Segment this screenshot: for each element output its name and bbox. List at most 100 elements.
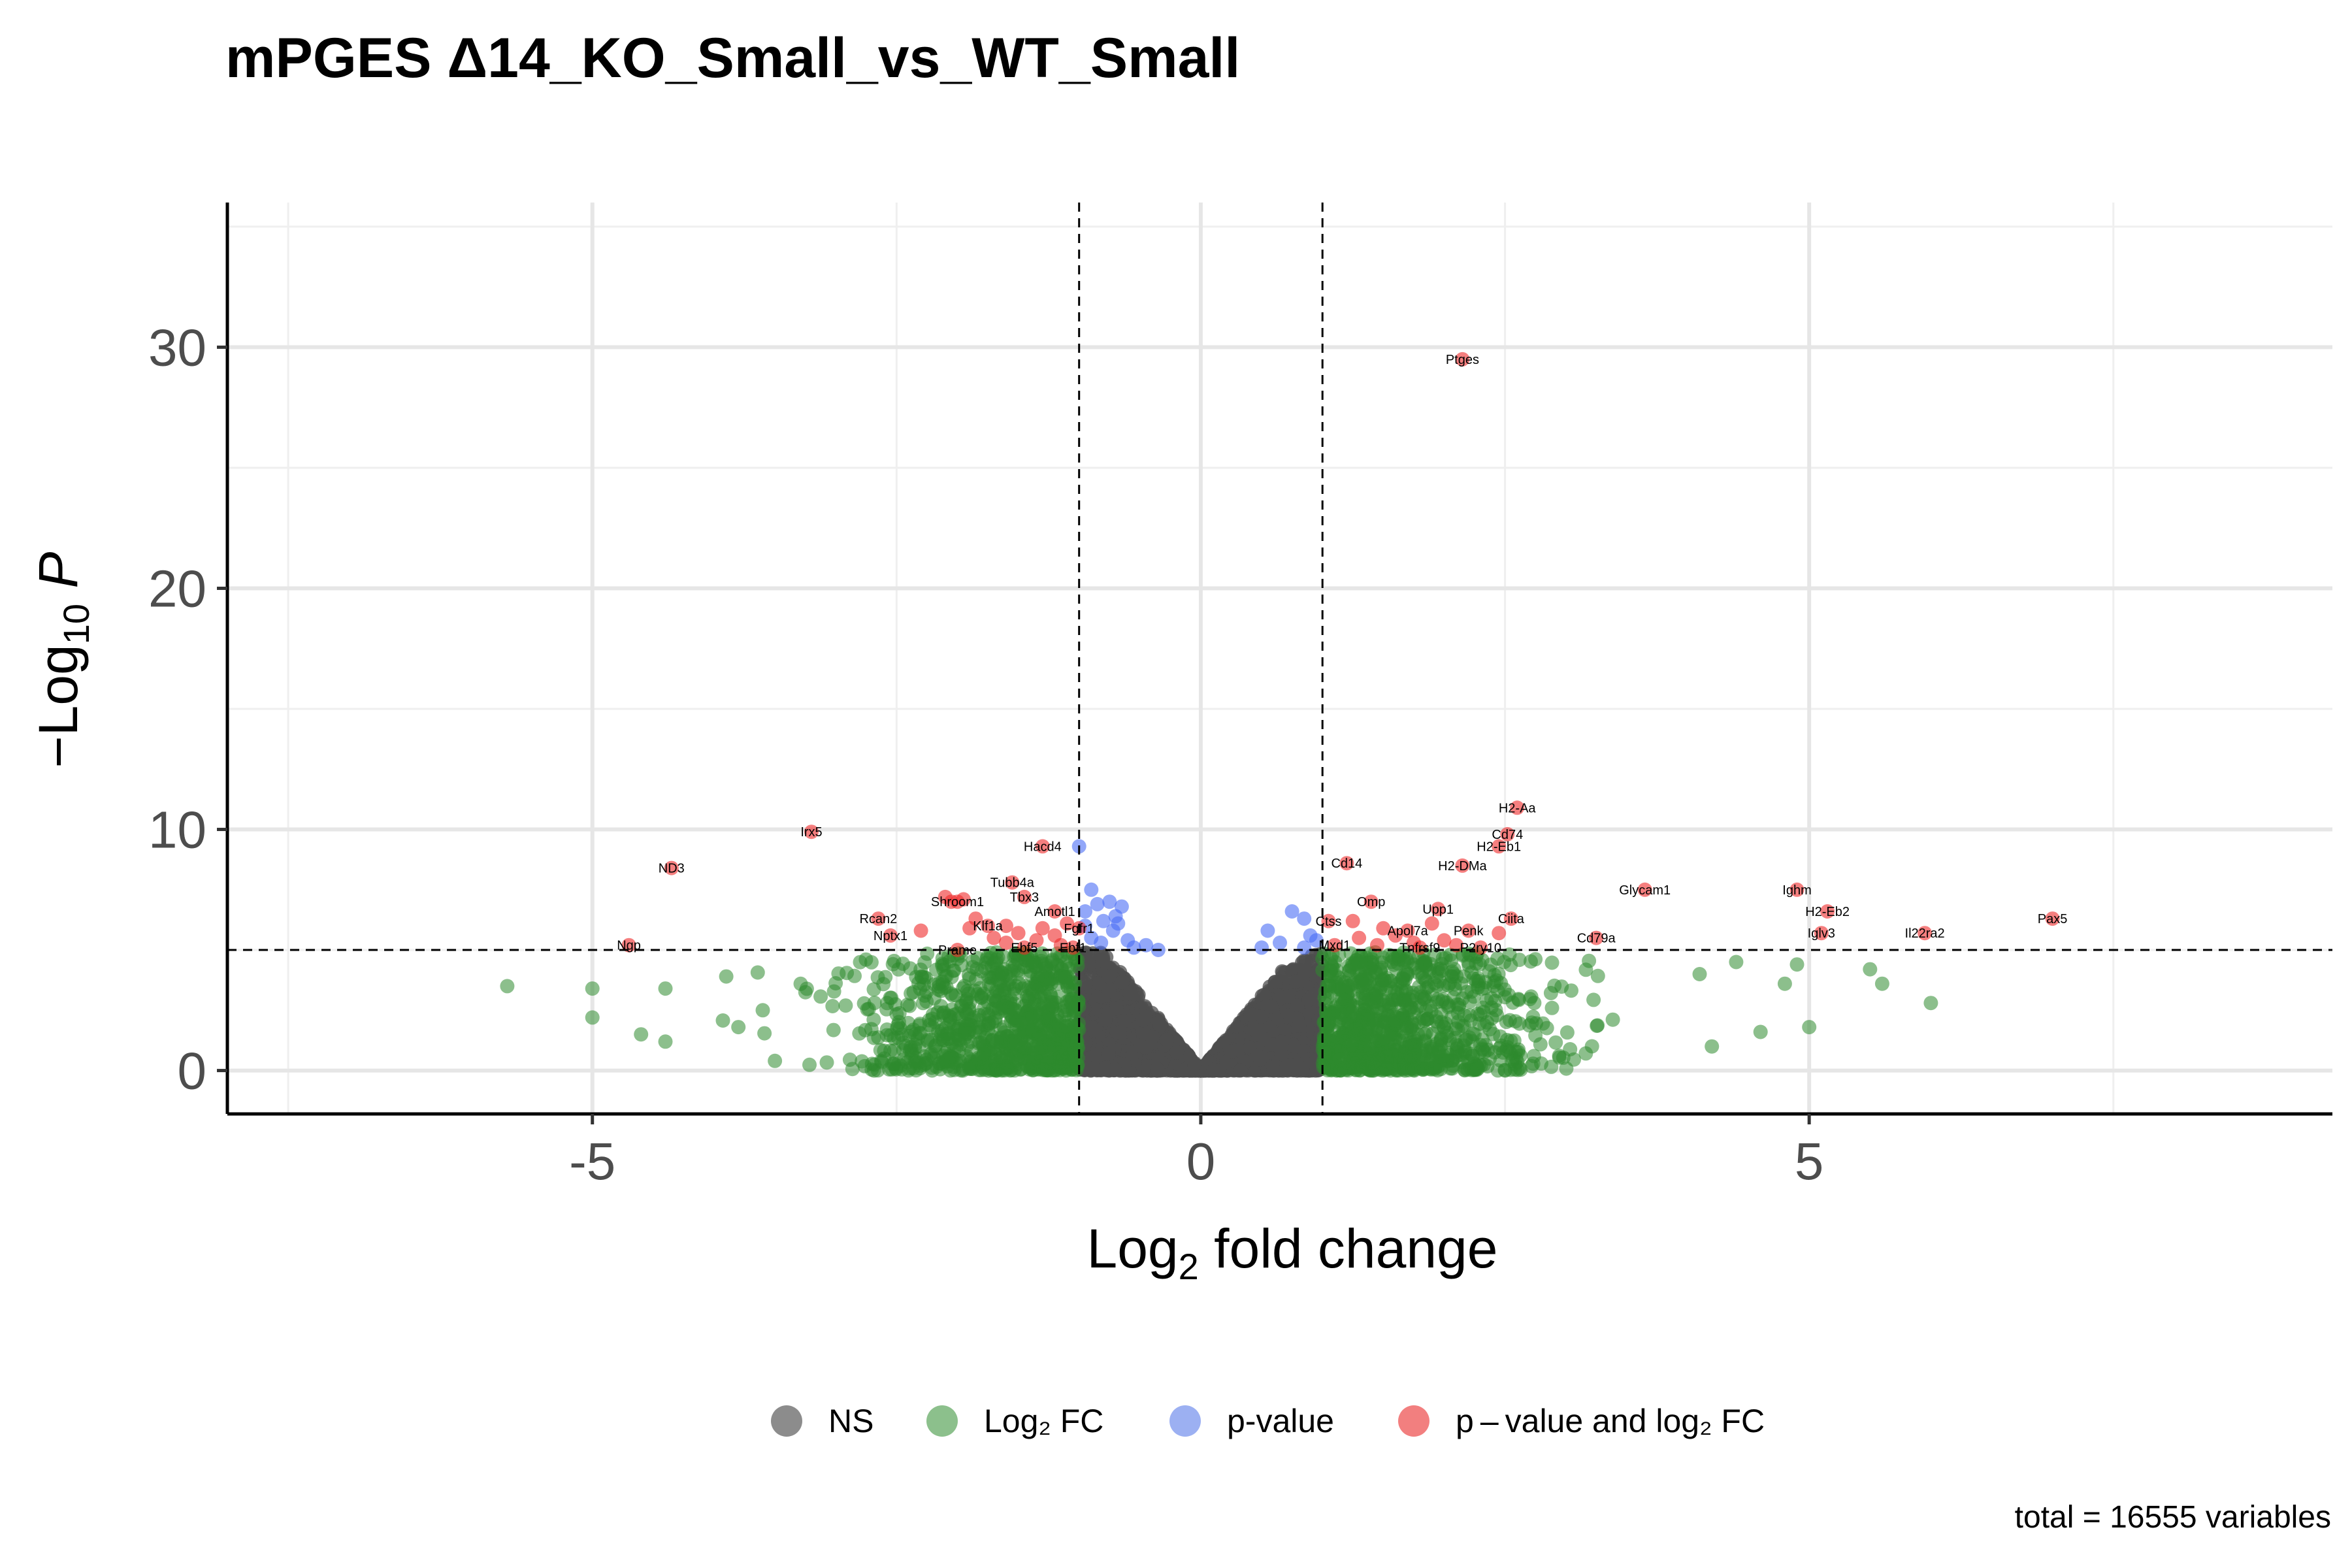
point-log2fc (1432, 973, 1447, 988)
point-log2fc (819, 1055, 834, 1070)
point-ns (1176, 1062, 1191, 1077)
point-pvalue (1254, 940, 1269, 955)
x-tick-label: -5 (569, 1132, 615, 1190)
point-ns (1296, 953, 1311, 968)
point-label: Apol7a (1387, 924, 1428, 939)
point-log2fc (1351, 1049, 1366, 1064)
point-log2fc (1396, 972, 1411, 987)
point-log2fc (757, 1026, 772, 1041)
point-label: Tubb4a (990, 876, 1035, 890)
point-pvalue (1309, 933, 1324, 948)
point-log2fc (877, 1051, 892, 1066)
point-label: Tnfrsf9 (1399, 941, 1440, 955)
point-log2fc (1511, 1062, 1525, 1077)
point-label: Ctss (1316, 915, 1342, 929)
point-significant (1510, 800, 1525, 815)
legend-swatch-pvalue (1169, 1405, 1201, 1437)
point-label: Rcan2 (859, 912, 897, 926)
point-ns (1266, 1062, 1281, 1077)
point-log2fc (1413, 998, 1428, 1013)
point-log2fc (731, 1020, 746, 1035)
point-log2fc (768, 1053, 783, 1068)
point-ns (1286, 1037, 1301, 1053)
point-log2fc (1372, 1061, 1387, 1076)
point-pvalue (1078, 904, 1092, 919)
point-log2fc (1034, 989, 1049, 1004)
legend-label-both: p – value and log₂ FC (1456, 1403, 1765, 1439)
point-label: Hacd4 (1024, 840, 1062, 854)
point-ns (1283, 1058, 1298, 1073)
point-log2fc (1431, 992, 1445, 1007)
point-pvalue (1084, 882, 1099, 897)
point-ns (1292, 1018, 1307, 1033)
point-ns (1233, 1063, 1249, 1078)
x-tick-label: 5 (1795, 1132, 1824, 1190)
point-pvalue (1273, 936, 1287, 950)
point-ns (1301, 992, 1316, 1007)
point-log2fc (1341, 1055, 1356, 1070)
point-significant (1035, 839, 1050, 854)
point-log2fc (1544, 955, 1560, 970)
point-log2fc (936, 1008, 951, 1023)
point-log2fc (1501, 1044, 1516, 1059)
point-log2fc (1353, 955, 1368, 970)
point-label: Cd14 (1331, 857, 1362, 871)
point-log2fc (1590, 1018, 1605, 1033)
point-log2fc (1057, 1000, 1072, 1015)
point-log2fc (919, 1056, 934, 1071)
point-log2fc (1062, 961, 1077, 976)
point-log2fc (995, 1001, 1010, 1016)
point-log2fc (1560, 1025, 1575, 1040)
point-significant (1473, 940, 1488, 955)
point-label: Shroom1 (931, 895, 984, 909)
point-label: Klf1a (973, 919, 1003, 934)
point-ns (1139, 1040, 1154, 1055)
point-log2fc (1070, 1057, 1085, 1072)
point-label: ND3 (659, 862, 685, 876)
point-significant (1029, 933, 1044, 948)
point-significant (1589, 930, 1604, 945)
point-log2fc (1586, 992, 1601, 1007)
point-significant (1376, 921, 1391, 936)
point-significant (1035, 921, 1050, 936)
point-ns (1109, 1001, 1124, 1016)
point-log2fc (1527, 996, 1542, 1011)
legend-item-log2fc: Log₂ FC (926, 1392, 1103, 1450)
point-label: Glycam1 (1619, 883, 1671, 898)
point-ns (1085, 1061, 1100, 1076)
point-log2fc (1322, 1015, 1337, 1030)
point-label: Cd79a (1577, 932, 1616, 946)
point-label: Amotl1 (1034, 905, 1075, 919)
point-significant (1370, 938, 1384, 953)
point-significant (1327, 938, 1342, 953)
point-label: H2-Aa (1499, 801, 1537, 815)
point-label: Ebf1 (1060, 941, 1086, 955)
point-log2fc (1802, 1020, 1817, 1035)
point-log2fc (1497, 990, 1512, 1005)
point-significant (1005, 875, 1020, 890)
point-log2fc (870, 1063, 885, 1078)
point-significant (1437, 933, 1452, 948)
point-log2fc (1471, 973, 1486, 988)
point-log2fc (1019, 1035, 1034, 1050)
point-ns (1088, 1022, 1103, 1037)
point-log2fc (826, 1022, 841, 1037)
point-significant (1047, 904, 1062, 919)
point-significant (1500, 826, 1515, 841)
point-log2fc (896, 956, 910, 972)
point-significant (962, 921, 977, 936)
point-log2fc (1544, 1059, 1559, 1074)
point-log2fc (1480, 1015, 1495, 1030)
point-significant (1017, 940, 1032, 955)
point-log2fc (1590, 968, 1605, 983)
legend: NS Log₂ FC p-value p – value and log₂ FC (0, 1392, 2352, 1450)
point-label: Ciita (1498, 912, 1525, 926)
point-log2fc (1019, 953, 1034, 968)
point-ns (1224, 1044, 1239, 1059)
point-log2fc (1321, 978, 1336, 993)
point-log2fc (1705, 1039, 1720, 1054)
point-pvalue (1126, 940, 1141, 955)
point-label: Tbx3 (1010, 890, 1039, 905)
point-log2fc (983, 951, 998, 966)
